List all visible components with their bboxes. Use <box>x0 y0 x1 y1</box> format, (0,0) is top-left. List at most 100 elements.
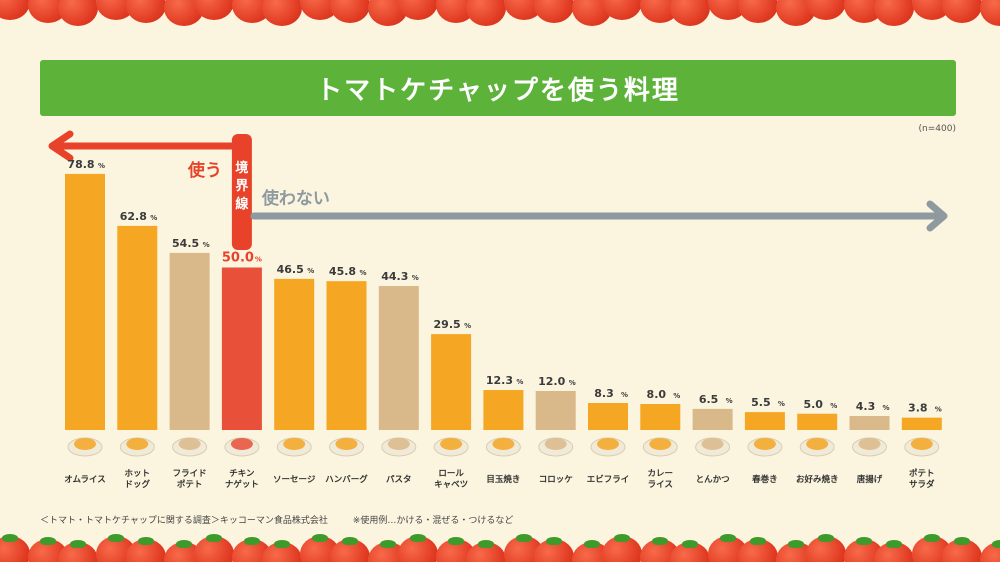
tomato-decoration-icon <box>534 537 574 562</box>
bar <box>117 225 158 430</box>
bar <box>901 417 942 430</box>
tick-label: カレー <box>648 469 674 479</box>
cabbage-roll-icon-detail <box>440 438 463 450</box>
unit-label: % <box>98 162 105 170</box>
tomato-decoration-icon <box>980 540 1000 562</box>
bar <box>326 281 367 430</box>
data-label: 5.0 <box>803 398 823 411</box>
unit-label: % <box>255 256 262 264</box>
potato-salad-icon-detail <box>910 438 933 450</box>
tomato-decoration-icon <box>126 0 166 23</box>
tomato-decoration-icon <box>0 534 30 562</box>
croquette-icon-detail <box>544 438 567 450</box>
tomato-decoration-icon <box>602 0 642 20</box>
tick-label: 目玉焼き <box>486 474 520 485</box>
bar <box>274 278 315 430</box>
tomato-border-top <box>0 0 1000 30</box>
unit-label: % <box>569 379 576 387</box>
bar <box>169 252 210 430</box>
tick-label: チキン <box>229 469 255 479</box>
tomato-decoration-icon <box>534 0 574 23</box>
not-use-label: 使わない <box>261 188 330 209</box>
tonkatsu-icon-detail <box>701 438 724 450</box>
unit-label: % <box>726 397 733 405</box>
source-note: ＜トマト・トマトケチャップに関する調査＞キッコーマン食品株式会社 <box>40 516 328 526</box>
chicken-nugget-icon-detail <box>230 438 253 450</box>
bar <box>431 334 472 430</box>
tick-label: ポテト <box>177 479 203 490</box>
boundary-label-char: 界 <box>235 178 248 194</box>
spring-roll-icon-detail <box>753 438 776 450</box>
data-label: 8.3 <box>594 387 614 400</box>
bar <box>221 267 262 430</box>
tick-label: フライド <box>173 469 207 479</box>
data-label: 44.3 <box>381 270 408 283</box>
unit-label: % <box>935 406 942 414</box>
data-label: 5.5 <box>751 396 771 409</box>
tomato-decoration-icon <box>466 540 506 562</box>
tick-label: ハンバーグ <box>325 474 368 485</box>
tomato-decoration-icon <box>0 0 30 20</box>
okonomiyaki-icon-detail <box>806 438 829 450</box>
bar <box>378 286 419 430</box>
pasta-icon-detail <box>387 438 410 450</box>
tick-label: ナゲット <box>225 479 259 490</box>
tomato-decoration-icon <box>398 534 438 562</box>
tomato-decoration-icon <box>942 0 982 23</box>
use-arrow-head <box>48 130 74 162</box>
tick-label: 唐揚げ <box>857 474 883 485</box>
fried-shrimp-icon-detail <box>597 438 619 450</box>
tomato-decoration-icon <box>806 534 846 562</box>
data-label: 45.8 <box>329 265 356 278</box>
data-label: 46.5 <box>277 263 304 276</box>
unit-label: % <box>673 392 680 400</box>
tomato-decoration-icon <box>330 0 370 23</box>
tomato-border-bottom <box>0 532 1000 562</box>
tomato-decoration-icon <box>602 534 642 562</box>
unit-label: % <box>412 274 419 282</box>
bar <box>535 391 576 430</box>
tomato-decoration-icon <box>262 540 302 562</box>
not-use-arrow-head <box>926 200 948 232</box>
tick-label: お好み焼き <box>796 474 839 485</box>
unit-label: % <box>360 269 367 277</box>
sausage-icon-detail <box>283 438 306 450</box>
sample-size-note: (n=400) <box>918 124 956 134</box>
boundary-label-char: 境 <box>235 160 248 176</box>
boundary-label-char: 線 <box>235 196 249 212</box>
unit-label: % <box>621 391 628 399</box>
tomato-decoration-icon <box>398 0 438 20</box>
unit-label: % <box>150 214 157 222</box>
bar <box>744 412 785 430</box>
tick-label: コロッケ <box>539 475 573 485</box>
unit-label: % <box>778 400 785 408</box>
tick-label: ロール <box>438 469 464 479</box>
use-label: 使う <box>187 160 222 181</box>
unit-label: % <box>830 402 837 410</box>
tick-label: サラダ <box>909 479 935 490</box>
tomato-decoration-icon <box>874 540 914 562</box>
data-label: 6.5 <box>699 393 719 406</box>
hamburg-steak-icon-detail <box>335 438 358 450</box>
data-label: 8.0 <box>647 388 667 401</box>
footer: ＜トマト・トマトケチャップに関する調査＞キッコーマン食品株式会社 ※使用例…かけ… <box>40 513 535 526</box>
tomato-decoration-icon <box>980 0 1000 26</box>
tick-label: キャベツ <box>434 480 468 490</box>
data-label: 78.8 <box>67 158 94 171</box>
tomato-decoration-icon <box>194 0 234 20</box>
tick-label: オムライス <box>64 475 106 485</box>
usage-note: ※使用例…かける・混ぜる・つけるなど <box>352 516 514 526</box>
unit-label: % <box>307 267 314 275</box>
tomato-decoration-icon <box>738 537 778 562</box>
tomato-decoration-icon <box>126 537 166 562</box>
tomato-decoration-icon <box>58 540 98 562</box>
tick-label: ドッグ <box>125 479 151 490</box>
bar <box>483 390 524 430</box>
tomato-decoration-icon <box>806 0 846 20</box>
unit-label: % <box>883 404 890 412</box>
data-label: 29.5 <box>434 318 461 331</box>
bar <box>797 413 838 430</box>
hotdog-icon-detail <box>126 438 149 450</box>
bar <box>65 173 105 430</box>
